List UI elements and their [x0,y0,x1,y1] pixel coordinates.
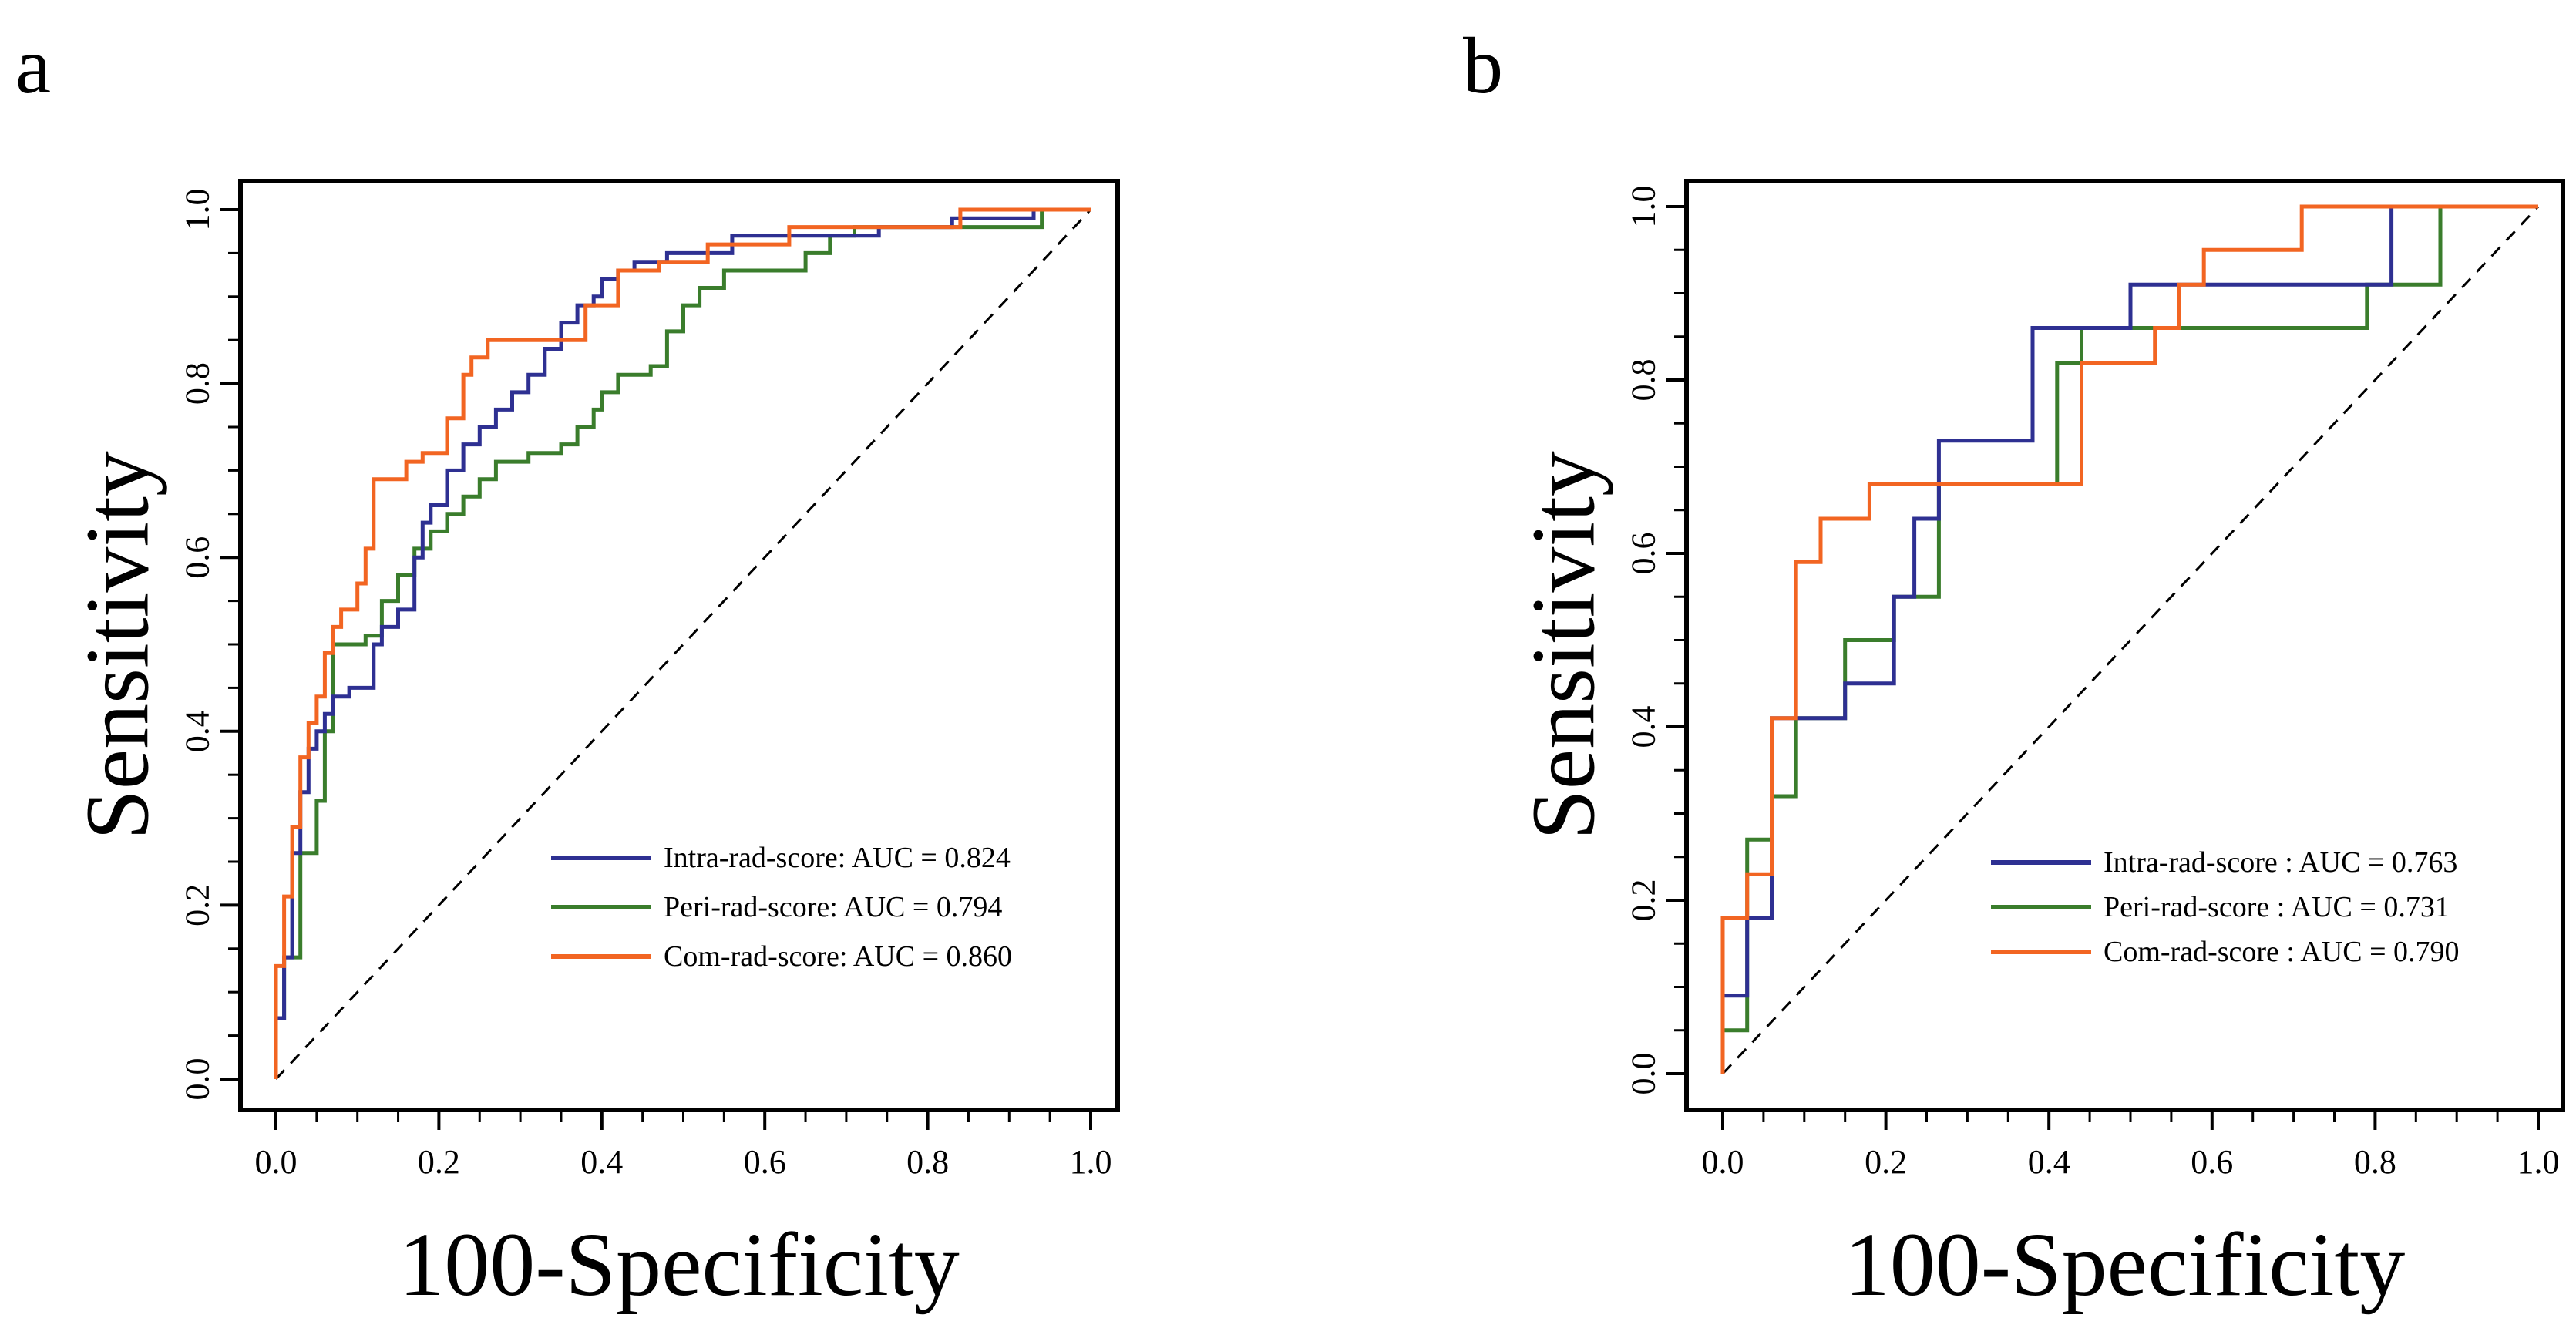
x-axis-label: 100-Specificity [1845,1214,2405,1315]
x-tick-label: 0.4 [580,1143,623,1181]
y-tick-label: 1.0 [179,189,217,231]
x-tick-label: 0.8 [906,1143,949,1181]
y-tick-label: 0.8 [1625,359,1663,402]
x-tick-label: 0.8 [2354,1143,2396,1181]
x-tick-label: 0.0 [255,1143,298,1181]
legend-label-com: Com-rad-score : AUC = 0.790 [2104,936,2460,968]
y-tick-label: 0.8 [179,362,217,405]
panel-a: a 0.0 0.2 0.4 0.6 0.8 1.0 0.0 0.2 0.4 0.6 0.8 1.0 100… [15,22,1120,1315]
panel-letter: b [1463,22,1503,110]
y-tick-label: 0.2 [179,884,217,926]
x-tick-label: 0.0 [1702,1143,1744,1181]
x-axis: 0.0 0.2 0.4 0.6 0.8 1.0 [255,1110,1112,1181]
y-axis: 0.0 0.2 0.4 0.6 0.8 1.0 [179,189,240,1101]
x-tick-label: 0.4 [2028,1143,2070,1181]
y-tick-label: 0.4 [179,710,217,752]
panel-letter: a [15,22,51,110]
y-tick-label: 0.4 [1625,706,1663,748]
legend: Intra-rad-score: AUC = 0.824 Peri-rad-sco… [551,842,1012,973]
reference-diagonal [274,208,1092,1081]
y-tick-label: 0.6 [179,536,217,579]
plot-frame [1684,179,2565,1112]
x-tick-label: 0.6 [744,1143,786,1181]
y-tick-label: 0.0 [179,1058,217,1101]
legend-label-intra: Intra-rad-score : AUC = 0.763 [2104,846,2457,879]
legend: Intra-rad-score : AUC = 0.763 Peri-rad-sc… [1991,846,2460,968]
roc-curve-peri [274,207,1091,1079]
legend-label-peri: Peri-rad-score : AUC = 0.731 [2104,891,2450,923]
legend-label-com: Com-rad-score: AUC = 0.860 [664,940,1012,973]
y-axis-label: Sensitivity [1513,451,1614,840]
y-tick-label: 0.0 [1625,1053,1663,1095]
x-axis: 0.0 0.2 0.4 0.6 0.8 1.0 [1702,1110,2560,1181]
panel-b: b 0.0 0.2 0.4 0.6 0.8 1.0 0.0 0.2 0.4 0.6 0.8 1.0 100… [1463,22,2565,1315]
y-axis: 0.0 0.2 0.4 0.6 0.8 1.0 [1625,186,1687,1095]
x-tick-label: 1.0 [2517,1143,2560,1181]
legend-label-intra: Intra-rad-score: AUC = 0.824 [664,842,1011,874]
x-tick-label: 0.6 [2191,1143,2233,1181]
roc-curve-com [274,207,1091,1079]
roc-curve-intra [1720,204,2538,1074]
reference-diagonal [1721,205,2540,1075]
x-axis-label: 100-Specificity [399,1214,959,1315]
y-tick-label: 0.2 [1625,879,1663,922]
y-tick-label: 0.6 [1625,533,1663,575]
y-axis-label: Sensitivity [67,451,168,840]
x-tick-label: 1.0 [1070,1143,1112,1181]
y-tick-label: 1.0 [1625,186,1663,228]
legend-label-peri: Peri-rad-score: AUC = 0.794 [664,891,1002,923]
x-tick-label: 0.2 [1865,1143,1907,1181]
roc-curve-com [1720,204,2538,1074]
x-tick-label: 0.2 [418,1143,460,1181]
